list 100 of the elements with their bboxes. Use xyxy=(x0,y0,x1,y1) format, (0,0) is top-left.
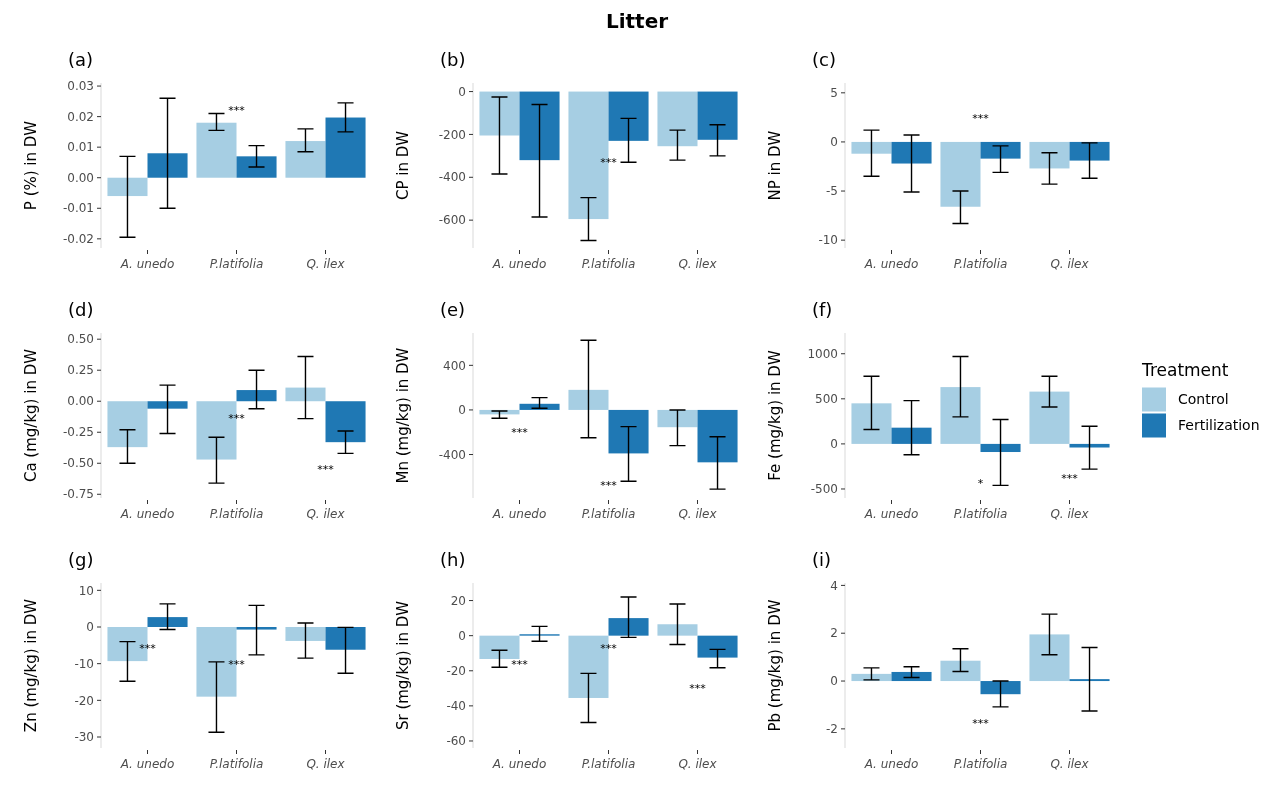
y-tick-label: -10 xyxy=(74,656,94,671)
y-tick-label: -5 xyxy=(826,184,838,199)
bar xyxy=(891,427,932,444)
bar xyxy=(697,409,738,463)
x-tick-label: P.latifolia xyxy=(581,257,636,271)
x-tick-label: Q. ilex xyxy=(1050,257,1090,271)
legend-label: Control xyxy=(1178,391,1229,408)
x-tick-label: Q. ilex xyxy=(306,757,346,771)
y-tick-label: -0.50 xyxy=(62,456,94,471)
y-axis-title: Mn (mg/kg) in DW xyxy=(394,347,412,484)
chart-title: (g) xyxy=(68,549,94,570)
annotation: *** xyxy=(600,641,618,655)
x-tick-label: P.latifolia xyxy=(209,507,264,521)
annotation: *** xyxy=(228,412,246,426)
bar xyxy=(1029,634,1070,682)
chart-title: (d) xyxy=(68,299,94,320)
y-axis-title: Pb (mg/kg) in DW xyxy=(766,599,784,732)
x-tick-label: A. unedo xyxy=(491,757,547,771)
y-tick-label: 0 xyxy=(86,620,94,635)
bar xyxy=(107,401,148,448)
legend-title: Treatment xyxy=(1141,359,1229,380)
bar xyxy=(236,390,277,402)
annotation: *** xyxy=(511,425,529,439)
bar xyxy=(657,624,698,636)
y-tick-label: -10 xyxy=(818,233,838,248)
x-tick-label: Q. ilex xyxy=(678,507,718,521)
y-tick-label: -2 xyxy=(826,722,838,737)
x-tick-label: P.latifolia xyxy=(953,757,1008,771)
x-tick-label: A. unedo xyxy=(491,257,547,271)
bar xyxy=(980,681,1021,695)
y-tick-label: -400 xyxy=(438,447,466,462)
y-tick-label: 0.03 xyxy=(67,79,94,94)
x-tick-label: P.latifolia xyxy=(953,257,1008,271)
y-tick-label: -600 xyxy=(438,213,466,228)
annotation: *** xyxy=(972,716,990,730)
x-tick-label: A. unedo xyxy=(119,257,175,271)
bar xyxy=(940,387,981,444)
x-tick-label: A. unedo xyxy=(491,507,547,521)
bar xyxy=(196,122,237,178)
chart-title: (e) xyxy=(440,299,466,320)
y-tick-label: 0 xyxy=(458,628,466,643)
x-tick-label: P.latifolia xyxy=(581,757,636,771)
y-tick-label: 5 xyxy=(830,86,838,101)
x-tick-label: Q. ilex xyxy=(678,257,718,271)
y-tick-label: -0.01 xyxy=(62,201,94,216)
y-tick-label: -20 xyxy=(446,663,466,678)
annotation: *** xyxy=(600,156,618,170)
x-tick-label: Q. ilex xyxy=(678,757,718,771)
bar xyxy=(236,156,277,178)
bar xyxy=(851,403,892,444)
x-tick-label: A. unedo xyxy=(863,757,919,771)
chart-title: (b) xyxy=(440,49,466,70)
y-tick-label: 4 xyxy=(830,578,838,593)
y-tick-label: -200 xyxy=(438,127,466,142)
chart-title: (a) xyxy=(68,49,94,70)
legend-label: Fertilization xyxy=(1178,417,1260,434)
annotation: *** xyxy=(317,463,335,477)
bar xyxy=(285,387,326,402)
y-axis-title: NP in DW xyxy=(766,130,784,201)
x-tick-label: Q. ilex xyxy=(306,507,346,521)
x-tick-label: A. unedo xyxy=(863,507,919,521)
annotation: *** xyxy=(689,682,707,696)
annotation: *** xyxy=(972,112,990,126)
y-tick-label: 400 xyxy=(443,358,466,373)
y-tick-label: 0.50 xyxy=(67,332,94,347)
annotation: *** xyxy=(228,657,246,671)
y-tick-label: 0.01 xyxy=(67,140,94,155)
y-tick-label: -30 xyxy=(74,730,94,745)
y-tick-label: -400 xyxy=(438,170,466,185)
bar xyxy=(568,389,609,410)
annotation: *** xyxy=(1061,471,1079,485)
y-tick-label: 0 xyxy=(830,437,838,452)
annotation: *** xyxy=(228,104,246,118)
y-tick-label: -0.02 xyxy=(62,232,94,247)
bar xyxy=(107,177,148,197)
y-tick-label: 0 xyxy=(458,403,466,418)
y-axis-title: Fe (mg/kg) in DW xyxy=(766,350,784,481)
bar xyxy=(479,635,520,660)
y-tick-label: -0.25 xyxy=(62,425,94,440)
bar xyxy=(147,153,188,178)
bar xyxy=(657,409,698,428)
bar xyxy=(608,618,649,636)
y-tick-label: 0 xyxy=(458,84,466,99)
x-tick-label: Q. ilex xyxy=(306,257,346,271)
bar xyxy=(325,401,366,443)
x-tick-label: P.latifolia xyxy=(209,257,264,271)
x-tick-label: A. unedo xyxy=(119,507,175,521)
bar xyxy=(940,660,981,682)
y-tick-label: -40 xyxy=(446,699,466,714)
x-tick-label: P.latifolia xyxy=(209,757,264,771)
y-tick-label: 0 xyxy=(830,135,838,150)
bar xyxy=(1069,443,1110,448)
x-tick-label: Q. ilex xyxy=(1050,757,1090,771)
y-tick-label: 0.00 xyxy=(67,394,94,409)
y-tick-label: 0.25 xyxy=(67,363,94,378)
y-tick-label: -20 xyxy=(74,693,94,708)
y-axis-title: CP in DW xyxy=(394,130,412,201)
bar xyxy=(1029,391,1070,444)
y-tick-label: 20 xyxy=(450,593,466,608)
bar xyxy=(608,409,649,454)
